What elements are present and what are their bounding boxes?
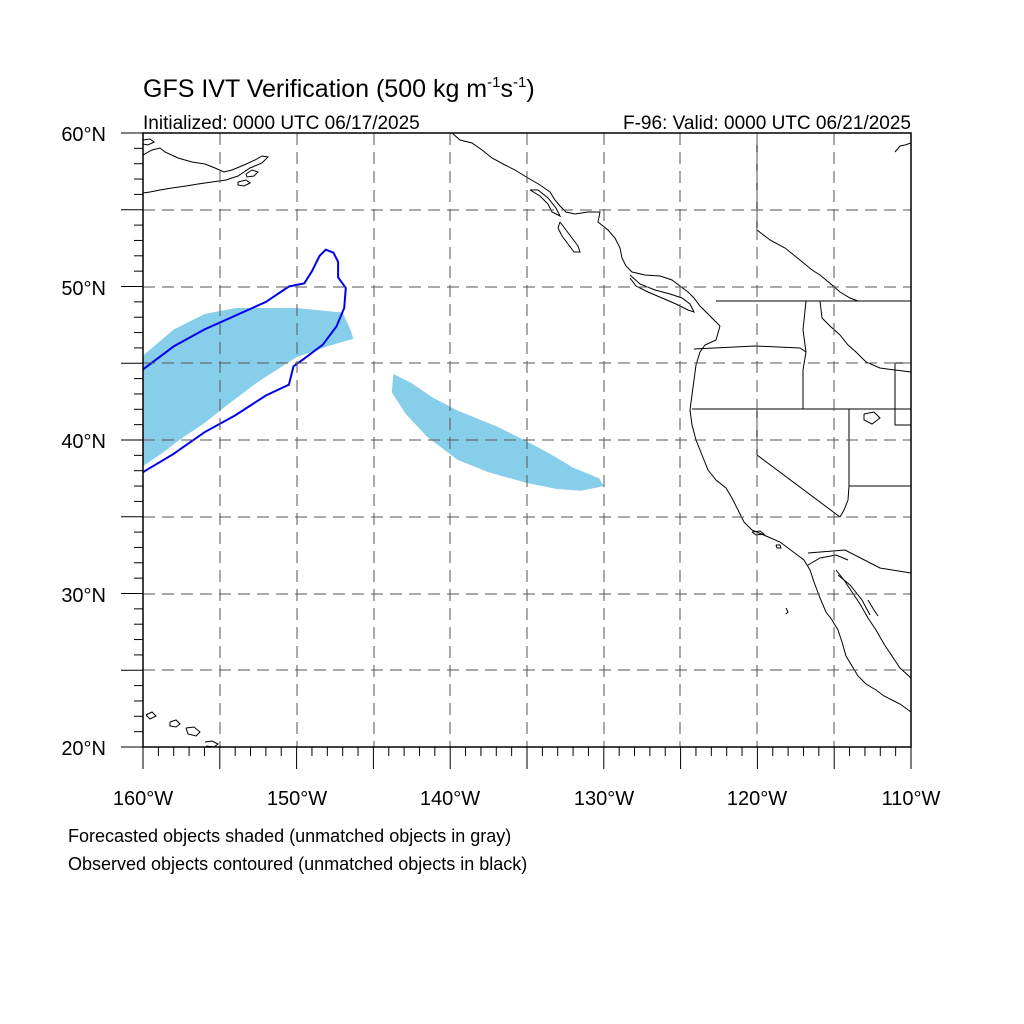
lon-label: 130°W: [574, 788, 634, 810]
lat-label: 40°N: [61, 431, 106, 453]
latitude-labels: 60°N 50°N 40°N 30°N 20°N: [61, 124, 106, 760]
map-title: GFS IVT Verification (500 kg m-1s-1): [143, 74, 535, 103]
forecast-objects-layer: [143, 308, 604, 491]
axis-ticks: [121, 132, 912, 769]
forecast-note: Forecasted objects shaded (unmatched obj…: [68, 826, 511, 846]
valid-time: F-96: Valid: 0000 UTC 06/21/2025: [623, 113, 911, 134]
observed-note: Observed objects contoured (unmatched ob…: [68, 854, 527, 874]
lon-label: 160°W: [113, 788, 173, 810]
lat-label: 20°N: [61, 738, 106, 760]
lon-label: 120°W: [727, 788, 787, 810]
lon-label: 150°W: [267, 788, 327, 810]
western-forecast-object: [143, 308, 354, 467]
eastern-forecast-object: [391, 374, 604, 491]
initialized-time: Initialized: 0000 UTC 06/17/2025: [143, 113, 420, 134]
lat-label: 30°N: [61, 585, 106, 607]
lat-lon-grid: [143, 133, 911, 747]
lat-label: 50°N: [61, 278, 106, 300]
lon-label: 110°W: [882, 788, 941, 810]
lat-label: 60°N: [61, 124, 106, 146]
longitude-labels: 160°W 150°W 140°W 130°W 120°W 110°W: [113, 788, 941, 810]
observed-contour-object: [143, 248, 347, 474]
lon-label: 140°W: [420, 788, 480, 810]
observed-objects-layer: [143, 248, 347, 474]
coastline-borders: [143, 133, 911, 747]
